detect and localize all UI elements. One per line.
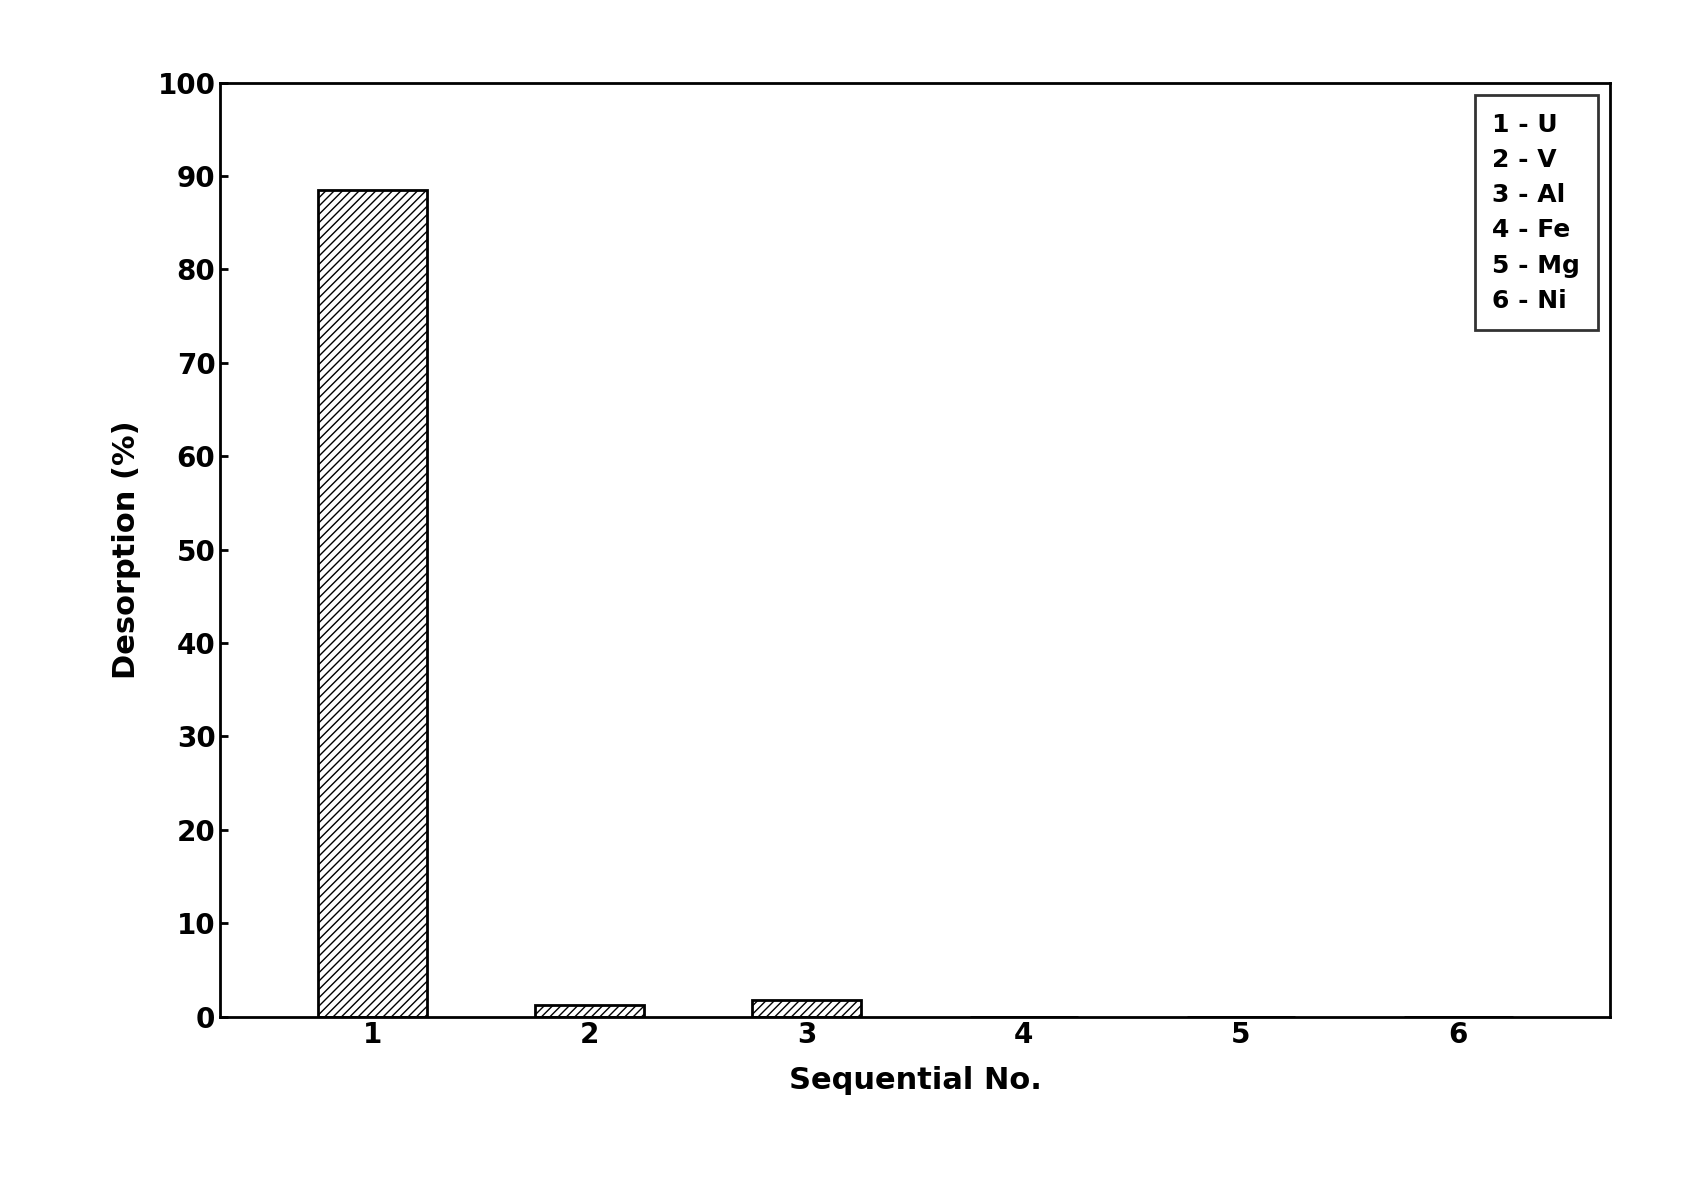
Bar bbox=[319, 190, 427, 1017]
Bar bbox=[753, 1000, 861, 1017]
X-axis label: Sequential No.: Sequential No. bbox=[788, 1066, 1042, 1095]
Bar bbox=[536, 1006, 644, 1017]
Legend: 1 - U, 2 - V, 3 - Al, 4 - Fe, 5 - Mg, 6 - Ni: 1 - U, 2 - V, 3 - Al, 4 - Fe, 5 - Mg, 6 … bbox=[1475, 96, 1598, 331]
Y-axis label: Desorption (%): Desorption (%) bbox=[112, 421, 141, 678]
